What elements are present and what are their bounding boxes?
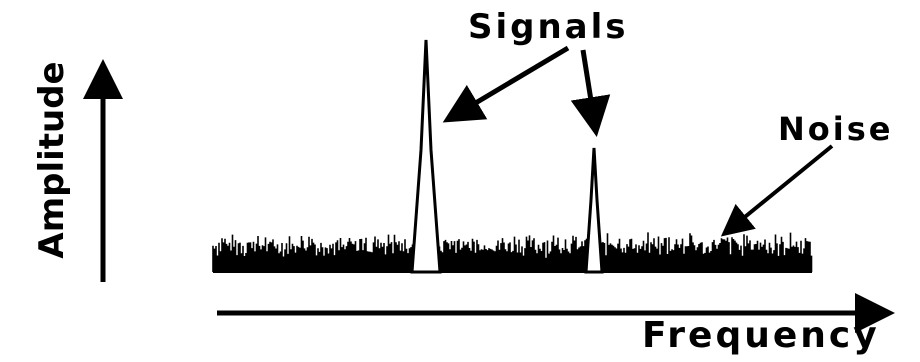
amplitude-axis-label: Amplitude [32,61,72,259]
signals-label: Signals [468,7,629,47]
signal-peak-1 [410,39,442,274]
noise-label: Noise [778,110,894,148]
noise-texture [212,232,813,272]
noise-floor [212,232,813,273]
noise-arrow [720,144,834,237]
signals-arrow-to-peak-1 [442,45,570,123]
signal-peak-2 [584,147,604,274]
signals-arrow-to-peak-2 [570,49,611,137]
frequency-axis-label: Frequency [642,315,880,356]
